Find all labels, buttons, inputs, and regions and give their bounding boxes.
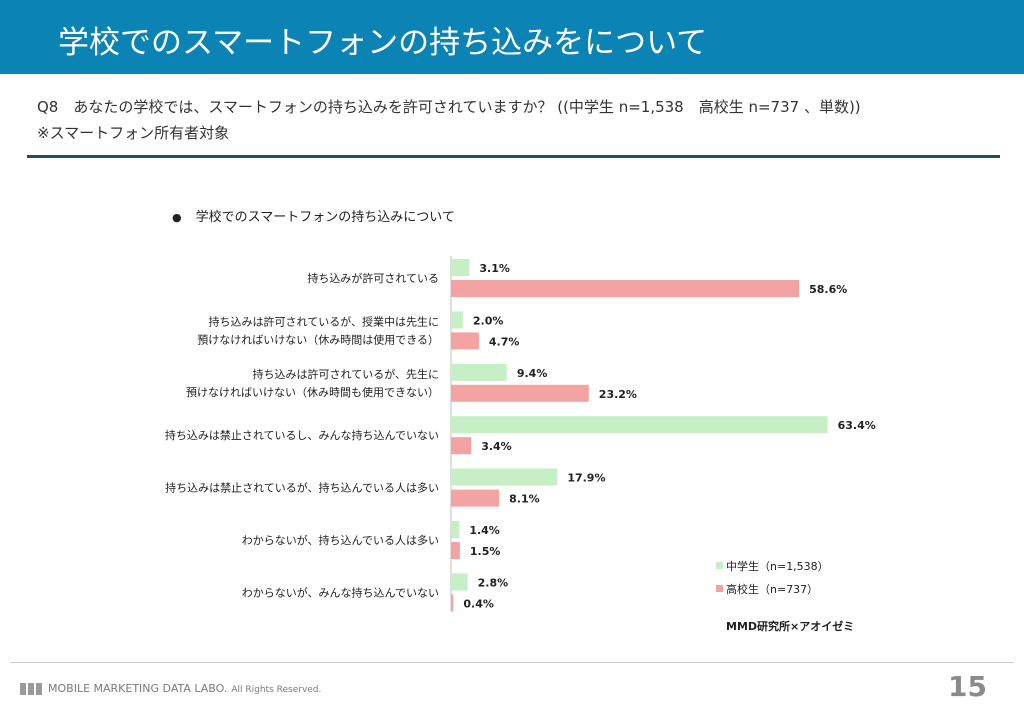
footer-rights: All Rights Reserved. <box>231 685 322 695</box>
footer-divider <box>10 662 1014 663</box>
header-divider <box>27 155 1000 158</box>
data-label: 4.7% <box>489 335 520 348</box>
bar-high-school <box>451 332 479 350</box>
bar-high-school <box>451 489 500 507</box>
bar-high-school <box>451 594 454 612</box>
bar-high-school <box>451 542 460 559</box>
data-label: 9.4% <box>517 367 548 380</box>
category-label: 持ち込みは禁止されているし、みんな持ち込んでいない <box>165 428 439 442</box>
legend-label: 高校生（n=737） <box>726 582 818 596</box>
bar-high-school <box>451 437 472 455</box>
data-label: 63.4% <box>838 419 876 432</box>
data-label: 17.9% <box>567 472 605 485</box>
data-label: 8.1% <box>509 493 540 506</box>
category-label: 持ち込みは禁止されているが、持ち込んでいる人は多い <box>165 481 439 495</box>
bar-junior-high <box>451 363 507 381</box>
category-label: 預けなければいけない（休み時間は使用できる） <box>197 333 439 346</box>
target-note: ※スマートフォン所有者対象 <box>37 124 230 142</box>
chart-title-row: ● 学校でのスマートフォンの持ち込みについて <box>172 206 455 225</box>
bar-junior-high <box>451 521 460 538</box>
data-label: 3.1% <box>479 262 510 275</box>
category-label: 持ち込みが許可されている <box>307 271 439 285</box>
question-text: Q8 あなたの学校では、スマートフォンの持ち込みを許可されていますか？ ((中学… <box>37 98 861 116</box>
bar-high-school <box>451 280 800 297</box>
category-label: 持ち込みは許可されているが、先生に <box>253 367 439 381</box>
legend-swatch <box>716 562 723 569</box>
bar-junior-high <box>451 468 558 486</box>
data-label: 0.4% <box>463 597 494 610</box>
footer-company: MOBILE MARKETING DATA LABO. <box>48 682 228 695</box>
bar-junior-high <box>451 573 468 591</box>
data-label: 23.2% <box>599 388 637 401</box>
title-bar: 学校でのスマートフォンの持ち込みをについて <box>0 0 1024 74</box>
mmd-logo-icon <box>20 683 42 695</box>
data-label: 3.4% <box>481 440 512 453</box>
bar-junior-high <box>451 311 463 329</box>
bullet-icon: ● <box>172 211 182 224</box>
legend-swatch <box>716 585 723 592</box>
data-label: 2.0% <box>473 314 504 327</box>
data-label: 1.4% <box>469 524 500 537</box>
bar-junior-high <box>451 416 828 434</box>
data-label: 58.6% <box>809 283 847 296</box>
bar-junior-high <box>451 259 470 276</box>
data-label: 1.5% <box>470 545 501 558</box>
bar-high-school <box>451 384 589 402</box>
category-label: わからないが、みんな持ち込んでいない <box>242 585 439 599</box>
category-label: わからないが、持ち込んでいる人は多い <box>242 533 439 547</box>
data-label: 2.8% <box>478 576 509 589</box>
page-title: 学校でのスマートフォンの持ち込みをについて <box>58 25 708 61</box>
footer-copyright: MOBILE MARKETING DATA LABO. All Rights Re… <box>48 682 321 695</box>
legend-label: 中学生（n=1,538） <box>726 559 829 573</box>
category-label: 預けなければいけない（休み時間も使用できない） <box>186 386 439 399</box>
page-number: 15 <box>948 670 987 703</box>
category-label: 持ち込みは許可されているが、授業中は先生に <box>209 314 439 328</box>
chart-title: 学校でのスマートフォンの持ち込みについて <box>195 210 455 225</box>
source-credit: MMD研究所×アオイゼミ <box>726 620 855 633</box>
